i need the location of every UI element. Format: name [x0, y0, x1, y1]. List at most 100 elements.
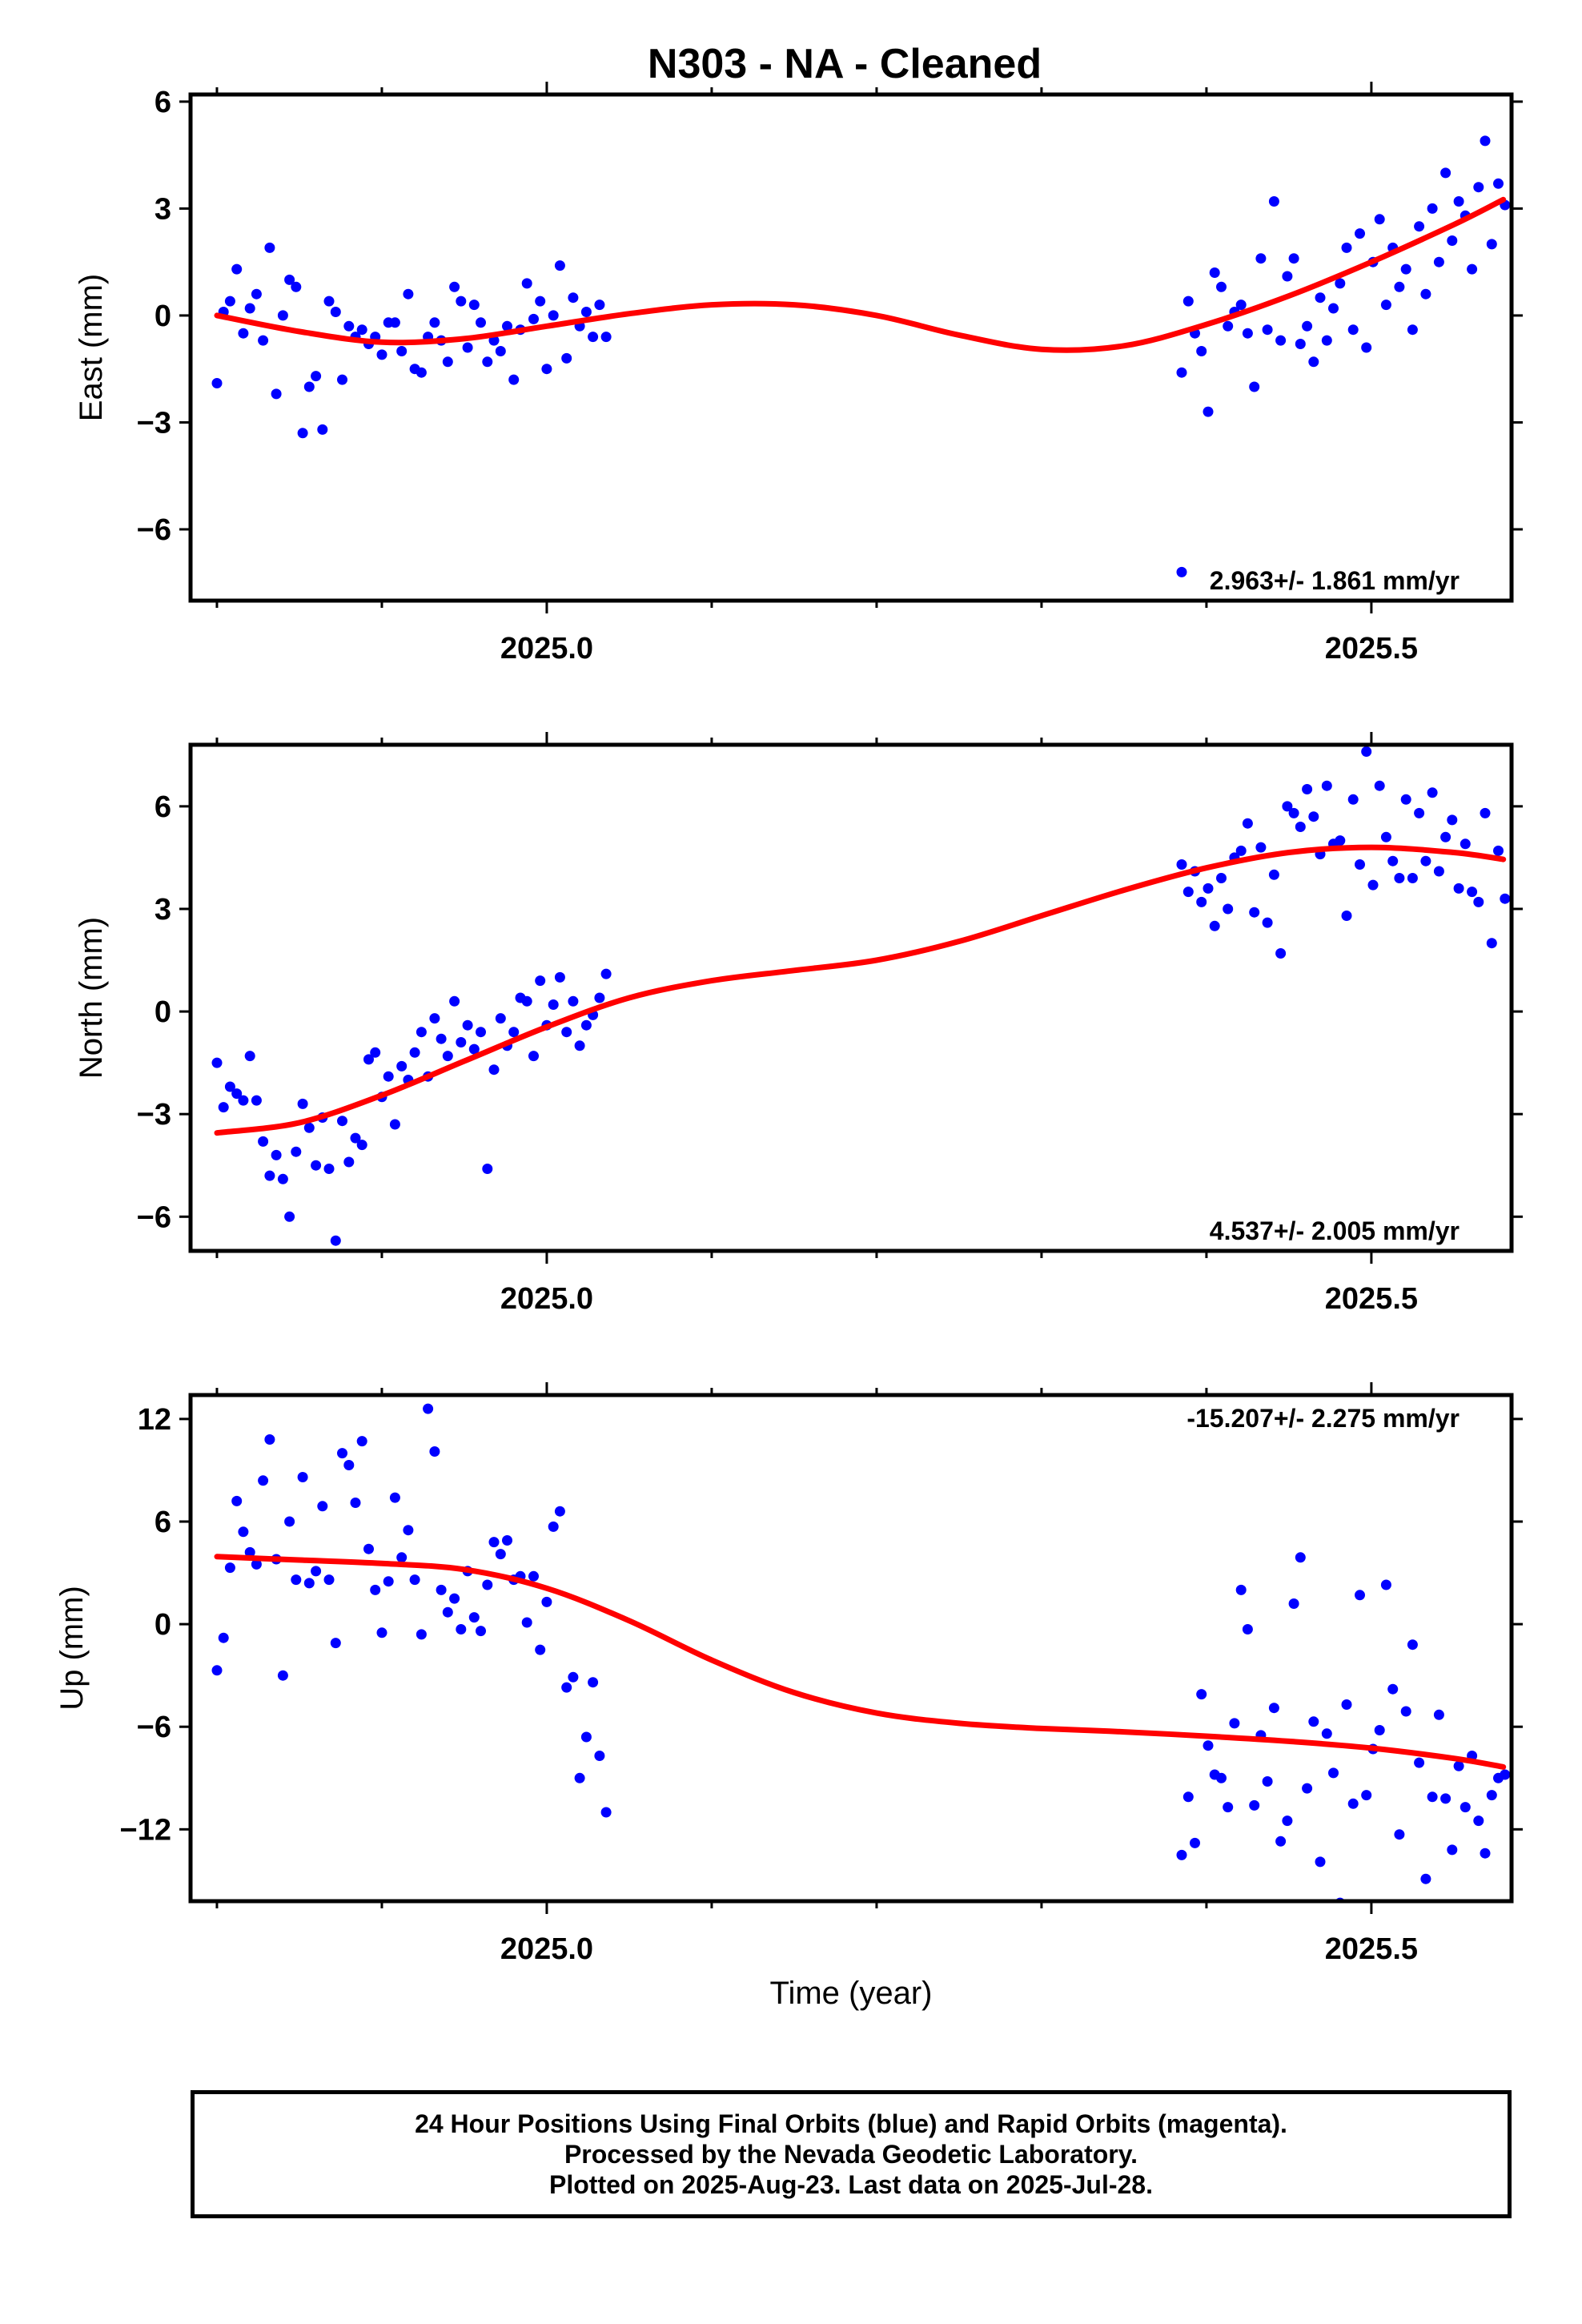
- north-data-point: [1361, 746, 1372, 757]
- east-data-point: [1268, 196, 1279, 207]
- east-data-point: [291, 281, 302, 292]
- north-data-point: [330, 1235, 341, 1246]
- east-data-point: [1407, 324, 1418, 336]
- up-data-point: [1380, 1579, 1391, 1590]
- up-data-point: [528, 1570, 539, 1582]
- up-data-point: [594, 1751, 605, 1761]
- east-y-ticks: −6 −3 0 3 6: [137, 86, 1523, 547]
- north-data-point: [350, 1132, 361, 1144]
- east-data-point: [238, 328, 249, 339]
- north-data-point: [1480, 807, 1491, 818]
- east-data-point: [416, 367, 427, 378]
- up-data-point: [396, 1552, 408, 1563]
- north-data-point: [1374, 780, 1385, 791]
- north-data-point: [554, 971, 565, 983]
- north-data-point: [1262, 917, 1273, 928]
- north-panel: North (mm) 4.537+/- 2.005 mm/yr −6−3036 …: [74, 732, 1523, 1316]
- north-data-point: [1335, 835, 1346, 846]
- east-data-point: [594, 300, 605, 311]
- east-data-point: [317, 424, 328, 435]
- north-data-point: [1440, 831, 1452, 842]
- up-data-point: [1447, 1844, 1458, 1856]
- east-data-point: [1374, 214, 1385, 225]
- east-data-point: [1203, 406, 1214, 417]
- up-data-point: [1275, 1835, 1287, 1847]
- footer-line-2: Processed by the Nevada Geodetic Laborat…: [564, 2140, 1138, 2169]
- up-data-point: [1328, 1767, 1339, 1779]
- up-data-point: [343, 1460, 355, 1470]
- up-panel: Up (mm) -15.207+/- 2.275 mm/yr −12 −6 0 6 12…: [54, 1382, 1523, 2011]
- up-data-point: [561, 1682, 572, 1693]
- up-data-point: [495, 1549, 506, 1560]
- north-data-point: [343, 1156, 355, 1168]
- up-data-point: [1176, 1849, 1187, 1860]
- north-data-point: [1486, 938, 1497, 949]
- north-data-point: [218, 1102, 229, 1113]
- up-data-point: [1268, 1703, 1279, 1714]
- up-data-point: [1249, 1799, 1260, 1811]
- east-data-point: [1176, 367, 1187, 378]
- up-data-point: [1453, 1760, 1464, 1771]
- up-data-point: [317, 1501, 328, 1512]
- north-y-tick-label: 0: [155, 995, 171, 1029]
- north-data-point: [409, 1047, 420, 1058]
- north-data-point: [389, 1119, 400, 1130]
- north-data-point: [1268, 869, 1279, 880]
- east-data-point: [508, 374, 520, 385]
- north-rate-label: 4.537+/- 2.005 mm/yr: [1210, 1216, 1460, 1245]
- north-data-point: [548, 999, 559, 1010]
- east-data-point: [389, 317, 400, 328]
- east-plot-area: [211, 135, 1511, 577]
- up-data-point: [468, 1612, 480, 1623]
- up-data-point: [1282, 1815, 1293, 1827]
- east-y-tick-label: 0: [155, 300, 171, 333]
- north-data-point: [258, 1136, 269, 1147]
- up-data-point: [1242, 1624, 1253, 1634]
- north-data-point: [303, 1122, 315, 1133]
- north-y-tick-label: 3: [155, 893, 171, 927]
- up-data-point: [423, 1403, 434, 1414]
- east-data-point: [224, 296, 235, 307]
- up-y-axis-label: Up (mm): [54, 1586, 90, 1711]
- up-data-point: [1407, 1639, 1418, 1651]
- up-data-point: [383, 1576, 394, 1587]
- east-data-point: [462, 342, 473, 353]
- north-data-point: [574, 1040, 585, 1051]
- east-data-point: [1414, 221, 1425, 232]
- north-data-point: [1288, 807, 1299, 818]
- up-data-point: [1486, 1790, 1497, 1801]
- north-data-point: [264, 1170, 275, 1181]
- north-data-point: [1182, 887, 1194, 898]
- north-data-point: [323, 1164, 335, 1174]
- north-data-point: [251, 1095, 262, 1106]
- up-data-point: [502, 1535, 512, 1546]
- east-data-point: [468, 300, 480, 311]
- north-data-point: [1196, 896, 1207, 907]
- north-data-point: [337, 1116, 347, 1127]
- north-data-point: [1242, 818, 1253, 829]
- north-data-point: [508, 1027, 520, 1038]
- east-data-point: [541, 364, 552, 375]
- north-data-point: [1500, 893, 1511, 904]
- north-fit-line: [214, 844, 1507, 1136]
- north-data-point: [356, 1140, 367, 1151]
- north-data-point: [462, 1019, 473, 1031]
- north-data-point: [1427, 787, 1438, 798]
- north-data-point: [363, 1054, 374, 1065]
- up-data-point: [238, 1526, 249, 1538]
- up-data-point: [482, 1579, 493, 1590]
- east-data-point: [535, 296, 546, 307]
- north-data-point: [1308, 811, 1319, 822]
- east-data-point: [554, 260, 565, 271]
- north-data-point: [244, 1051, 255, 1062]
- east-data-point: [337, 374, 347, 385]
- up-data-point: [1315, 1856, 1326, 1868]
- east-x-tick-label: 2025.5: [1325, 632, 1418, 665]
- north-data-point: [436, 1033, 447, 1044]
- figure-title: N303 - NA - Cleaned: [648, 41, 1042, 87]
- north-data-point: [1176, 859, 1187, 870]
- up-data-point: [350, 1498, 361, 1508]
- east-panel: East (mm) 2.963+/- 1.861 mm/yr −6 −3 0 3 6 2…: [74, 82, 1523, 665]
- up-data-point: [1394, 1829, 1405, 1840]
- east-data-point: [1288, 253, 1299, 264]
